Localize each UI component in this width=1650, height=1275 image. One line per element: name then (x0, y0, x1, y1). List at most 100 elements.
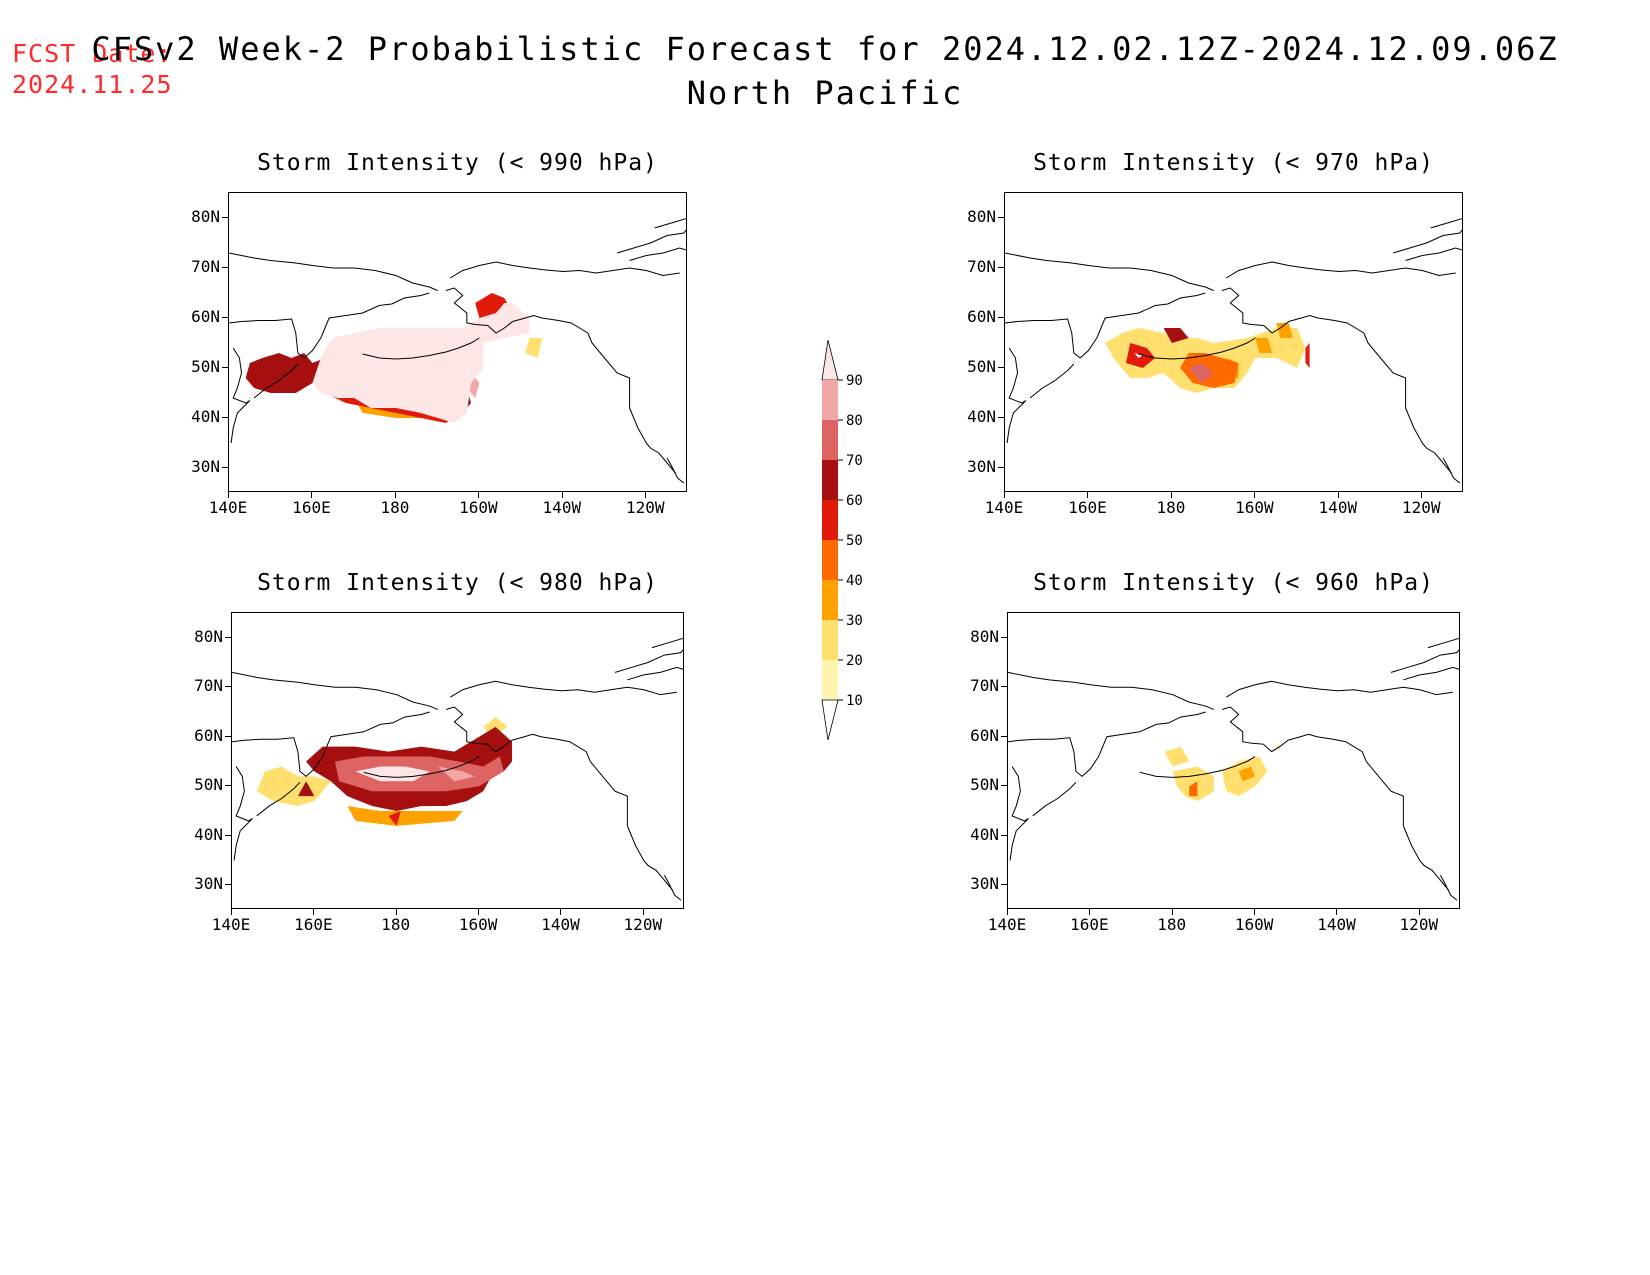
lat-tick (225, 686, 231, 688)
colorbar-swatch (822, 540, 838, 580)
lat-tick-label: 30N (970, 874, 999, 894)
lon-tick-label: 120W (1402, 498, 1441, 517)
panel-title: Storm Intensity (< 990 hPa) (257, 150, 658, 176)
lat-tick (225, 785, 231, 787)
map-canvas (1005, 218, 1462, 484)
lon-tick (645, 492, 647, 498)
lon-tick (478, 492, 480, 498)
lat-tick (225, 735, 231, 737)
lon-tick (1418, 909, 1420, 915)
lon-tick (1254, 909, 1256, 915)
coastline (362, 337, 480, 360)
lat-tick (1001, 884, 1007, 886)
title-line-2: North Pacific (686, 74, 964, 112)
lat-tick (225, 636, 231, 638)
probability-area-40 (1189, 781, 1198, 797)
colorbar-swatch (822, 380, 838, 420)
coastline (232, 671, 439, 710)
colorbar-svg: 90 80 70 60 50 40 30 20 10 (821, 339, 863, 741)
lon-tick (560, 909, 562, 915)
colorbar-label: 50 (846, 533, 863, 549)
coastline (1222, 706, 1450, 891)
coastline (629, 247, 686, 261)
lat-tick-label: 50N (191, 357, 220, 376)
coastline (1405, 247, 1462, 261)
coastline (1009, 766, 1029, 861)
coastline (666, 457, 685, 484)
lon-tick-label: 180 (380, 498, 410, 517)
lon-tick-label: 180 (1157, 915, 1187, 934)
lon-tick-label: 160W (1234, 915, 1274, 934)
probability-area-30 (347, 806, 463, 826)
forecast-date-block: FCST Date: 2024.11.25 (12, 38, 173, 100)
lon-tick-label: 140E (987, 915, 1027, 934)
lon-tick-label: 140E (984, 498, 1024, 517)
probability-area-50 (388, 811, 401, 826)
coastline (1029, 363, 1075, 399)
coastline (1390, 649, 1459, 673)
lon-tick (313, 909, 315, 915)
map-frame (231, 612, 684, 909)
lon-tick-label: 160E (1070, 915, 1109, 934)
probability-area-20 (1172, 766, 1214, 802)
coastline (232, 711, 430, 778)
colorbar-swatch (822, 620, 838, 660)
lon-tick (1336, 909, 1338, 915)
lat-tick-label: 80N (967, 207, 996, 226)
lon-tick-label: 180 (1156, 498, 1186, 517)
probability-area-60 (245, 353, 325, 393)
coastline (1226, 680, 1453, 698)
probability-area-60 (1163, 328, 1189, 343)
lat-tick (1001, 735, 1007, 737)
lon-tick (1421, 492, 1423, 498)
coastline (663, 875, 682, 901)
lat-tick (222, 417, 228, 418)
lat-tick-label: 40N (191, 407, 220, 426)
lon-tick (1087, 492, 1089, 498)
probability-area-30 (1238, 766, 1256, 782)
coastline (627, 666, 683, 681)
coastline (1430, 218, 1462, 229)
lat-tick (998, 267, 1004, 268)
lat-tick (1001, 686, 1007, 688)
lat-tick (998, 367, 1004, 368)
lon-tick (395, 909, 397, 915)
lat-tick (998, 317, 1004, 318)
probability-area-20 (525, 338, 542, 358)
coastline (1139, 756, 1256, 778)
coastline (1008, 671, 1215, 710)
lat-tick (998, 217, 1004, 218)
coastline (229, 252, 438, 291)
lon-tick-label: 140W (1318, 498, 1358, 517)
lat-tick (225, 834, 231, 836)
coastline (616, 229, 686, 254)
lat-tick (998, 417, 1004, 418)
lat-tick (222, 467, 228, 468)
map-canvas (232, 637, 683, 901)
probability-area-90 (312, 303, 530, 423)
lon-tick-label: 120W (1399, 915, 1439, 934)
lat-tick-label: 80N (970, 626, 999, 646)
lon-tick-label: 160W (1235, 498, 1274, 517)
coastline (256, 781, 301, 817)
main-title: CFSv2 Week-2 Probabilistic Forecast for … (0, 30, 1650, 118)
lon-tick (1089, 909, 1091, 915)
coastline (450, 680, 677, 698)
lon-tick-label: 140E (208, 498, 248, 517)
coastline (230, 347, 251, 444)
lon-tick-label: 160E (294, 915, 333, 934)
colorbar-label: 40 (846, 573, 863, 589)
lat-tick (222, 317, 228, 318)
lat-tick (225, 884, 231, 886)
lat-tick (222, 267, 228, 268)
lat-tick-label: 80N (191, 207, 220, 226)
coastline (446, 706, 674, 891)
lat-tick-label: 70N (191, 257, 220, 276)
coastline (1392, 229, 1462, 254)
lat-tick-label: 60N (970, 725, 999, 745)
lat-tick-label: 40N (970, 824, 999, 844)
coastline (1439, 875, 1458, 901)
colorbar-swatch (822, 580, 838, 620)
colorbar-label: 10 (846, 693, 863, 709)
probability-area-20 (1164, 746, 1190, 767)
